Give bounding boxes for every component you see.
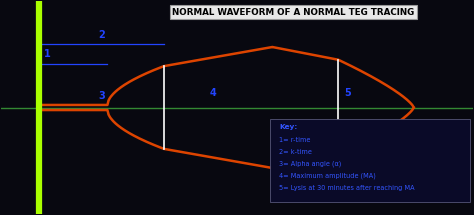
Text: 2: 2 <box>98 30 105 40</box>
Text: NORMAL WAVEFORM OF A NORMAL TEG TRACING: NORMAL WAVEFORM OF A NORMAL TEG TRACING <box>173 8 415 17</box>
FancyBboxPatch shape <box>270 119 470 202</box>
Text: 5: 5 <box>344 88 351 98</box>
Text: 1= r-time: 1= r-time <box>279 137 311 143</box>
Text: 4: 4 <box>210 88 217 98</box>
Text: Key:: Key: <box>279 124 298 131</box>
Text: 5= Lysis at 30 minutes after reaching MA: 5= Lysis at 30 minutes after reaching MA <box>279 185 415 191</box>
Text: 2= k-time: 2= k-time <box>279 149 312 155</box>
Text: 4= Maximum amplitude (MA): 4= Maximum amplitude (MA) <box>279 173 376 179</box>
Text: 3: 3 <box>98 91 105 101</box>
Text: 3= Alpha angle (α): 3= Alpha angle (α) <box>279 161 342 167</box>
Text: 1: 1 <box>44 49 51 59</box>
